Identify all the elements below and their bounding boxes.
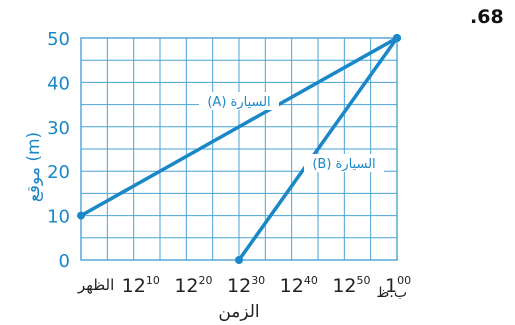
x-tick-base: 1 [385,275,397,297]
x-tick-base: 12 [280,275,304,297]
x-tick-sup: 00 [397,274,411,287]
grid [80,37,398,261]
series-label-car-b: السيارة (B) [312,157,375,172]
series-line-car-a [79,36,399,218]
x-tick-label: الظهر [77,276,114,294]
x-tick-label: 100 [385,274,411,297]
x-tick-base: 12 [122,275,146,297]
y-tick-label: 30 [47,118,70,139]
series-lines [77,34,401,264]
x-tick-base: 12 [174,275,198,297]
data-point [235,256,243,264]
x-tick-label: 1240 [280,274,318,297]
x-tick-base: 12 [332,275,356,297]
x-tick-label: 1220 [174,274,212,297]
y-tick-labels: 0 10 20 30 40 50 [47,29,70,272]
problem-number: .68 [470,6,504,28]
x-tick-sup: 10 [146,274,160,287]
y-axis-title: موقع (m) [24,132,44,202]
x-tick-label: 1230 [227,274,265,297]
y-tick-label: 50 [47,29,70,50]
data-point [77,211,85,220]
y-tick-label: 20 [47,162,70,183]
series-label-car-a: السيارة (A) [207,95,270,110]
data-point [393,34,401,42]
y-tick-label: 40 [47,73,70,94]
x-tick-sup: 40 [304,274,318,287]
x-tick-sup: 30 [251,274,265,287]
x-tick-label: 1210 [122,274,160,297]
x-tick-sup: 20 [199,274,213,287]
x-tick-sup: 50 [357,274,371,287]
x-tick-base: 12 [227,275,251,297]
x-tick-suffix: ب.ظ [376,285,407,301]
series-labels: السيارة (A) السيارة (B) [199,92,384,172]
series-label-bg [304,154,384,172]
x-axis-title: الزمن [218,302,259,322]
y-tick-label: 10 [47,207,70,228]
y-tick-label: 0 [59,251,70,272]
series-label-bg [199,92,279,110]
series-line-car-b [237,36,399,262]
x-tick-label: 1250 [332,274,370,297]
